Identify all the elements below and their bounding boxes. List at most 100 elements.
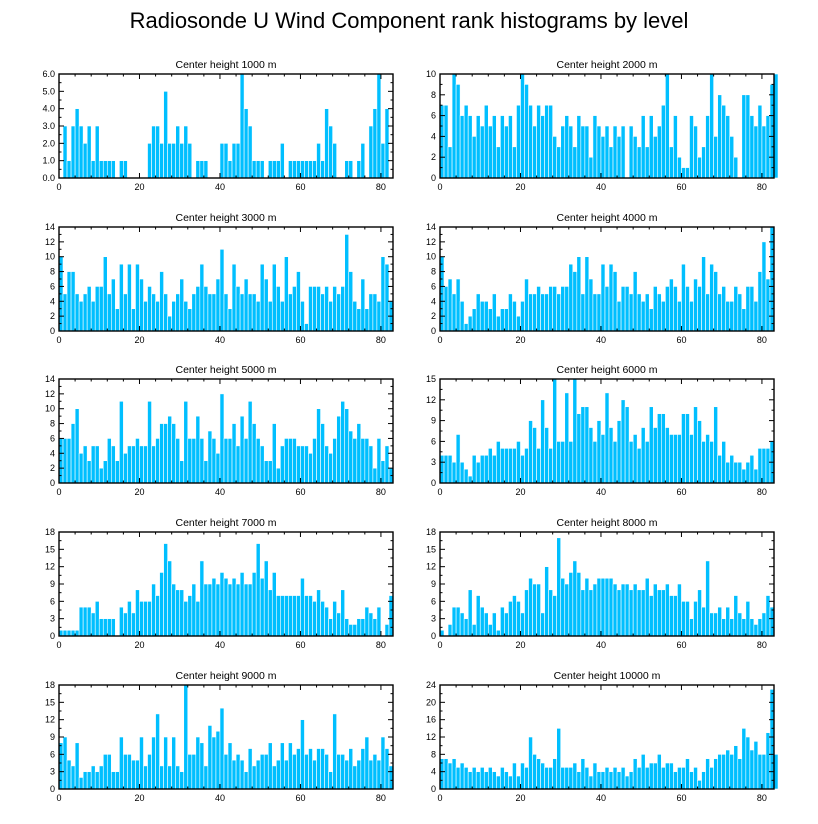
- histogram-bar: [312, 160, 317, 179]
- histogram-bar: [475, 595, 481, 637]
- histogram-bar: [689, 115, 694, 179]
- histogram-bar: [171, 143, 176, 179]
- y-tick-label: 6.0: [42, 69, 55, 79]
- histogram-bar: [324, 108, 329, 179]
- histogram-bar: [475, 771, 481, 790]
- histogram-bar: [219, 143, 225, 179]
- histogram-bar: [669, 146, 674, 179]
- histogram-bar: [86, 771, 92, 790]
- histogram-bar: [620, 767, 626, 790]
- histogram-bar: [199, 438, 205, 484]
- histogram-bar: [661, 413, 666, 484]
- x-tick-label: 60: [295, 487, 305, 497]
- histogram-bar: [115, 771, 120, 790]
- histogram-bar: [78, 606, 84, 637]
- histogram-bar: [231, 577, 237, 637]
- x-tick-label: 40: [596, 640, 606, 650]
- histogram-bar: [467, 315, 473, 332]
- y-tick-label: 0: [50, 478, 55, 488]
- histogram-bar: [665, 427, 670, 484]
- histogram-bar: [300, 160, 305, 179]
- histogram-bar: [175, 125, 181, 179]
- histogram-bar: [544, 767, 549, 790]
- histogram-bar: [131, 759, 136, 790]
- histogram-bar: [620, 583, 626, 637]
- histogram-bar: [524, 767, 529, 790]
- histogram-bar: [111, 771, 116, 790]
- y-tick-label: 3: [431, 457, 436, 467]
- histogram-bar: [320, 748, 325, 790]
- histogram-bar: [384, 263, 390, 332]
- histogram-bar: [741, 468, 747, 484]
- histogram-bar: [102, 618, 108, 637]
- histogram-bar: [167, 765, 172, 790]
- histogram-bar: [352, 765, 358, 790]
- histogram-bar: [352, 438, 358, 484]
- histogram-bar: [528, 420, 533, 484]
- histogram-bar: [697, 156, 702, 179]
- histogram-bar: [705, 758, 710, 790]
- y-tick-label: 9: [50, 732, 55, 742]
- y-tick-label: 9: [431, 416, 436, 426]
- histogram-bar: [360, 143, 366, 179]
- histogram-bar: [556, 441, 562, 484]
- histogram-bar: [66, 759, 72, 790]
- histogram-bar: [320, 160, 325, 179]
- histogram-bar: [139, 278, 144, 332]
- histogram-bar: [604, 286, 610, 332]
- histogram-bar: [673, 434, 678, 484]
- histogram-bar: [179, 143, 185, 179]
- histogram-bar: [159, 423, 164, 484]
- histogram-bar: [300, 577, 305, 637]
- histogram-bar: [94, 125, 100, 179]
- histogram-bar: [733, 595, 739, 637]
- histogram-bar: [524, 448, 529, 484]
- histogram-bar: [267, 742, 273, 790]
- histogram-bar: [632, 434, 638, 484]
- histogram-bar: [749, 749, 755, 790]
- histogram-bar: [98, 286, 104, 332]
- histogram-bar: [620, 125, 626, 179]
- histogram-bar: [336, 612, 341, 637]
- histogram-bar: [191, 583, 197, 637]
- histogram-bar: [66, 629, 72, 637]
- histogram-bar: [139, 736, 144, 790]
- y-tick-label: 10: [45, 404, 55, 414]
- histogram-bar: [179, 460, 185, 484]
- histogram-bar: [227, 160, 233, 179]
- histogram-bar: [66, 271, 72, 332]
- histogram-bar: [300, 300, 305, 332]
- histogram-bar: [713, 612, 718, 637]
- histogram-bar: [451, 73, 457, 179]
- histogram-bar: [284, 438, 289, 484]
- histogram-bar: [82, 143, 88, 179]
- histogram-bar: [596, 577, 602, 637]
- histogram-bar: [496, 629, 501, 637]
- histogram-bar: [560, 441, 566, 484]
- x-tick-label: 20: [134, 640, 144, 650]
- histogram-bar: [276, 759, 281, 790]
- y-tick-label: 8: [431, 90, 436, 100]
- histogram-bar: [588, 775, 594, 790]
- histogram-bar: [78, 300, 84, 332]
- histogram-bar: [86, 286, 92, 332]
- histogram-bar: [231, 263, 237, 332]
- histogram-bar: [459, 300, 465, 332]
- histogram-bar: [102, 160, 108, 179]
- histogram-bar: [604, 577, 610, 637]
- histogram-bar: [608, 771, 614, 790]
- histogram-bar: [111, 160, 116, 179]
- histogram-bar: [231, 143, 237, 179]
- histogram-bar: [745, 286, 751, 332]
- histogram-bar: [251, 293, 257, 332]
- histogram-bar: [520, 762, 525, 790]
- histogram-bar: [308, 286, 313, 332]
- histogram-bar: [231, 423, 237, 484]
- histogram-bar: [276, 286, 281, 332]
- histogram-bar: [761, 241, 767, 332]
- y-tick-label: 18: [45, 680, 55, 690]
- histogram-bar: [689, 434, 694, 484]
- histogram-bar: [536, 104, 541, 179]
- histogram-bar: [697, 420, 702, 484]
- y-tick-label: 4.0: [42, 104, 55, 114]
